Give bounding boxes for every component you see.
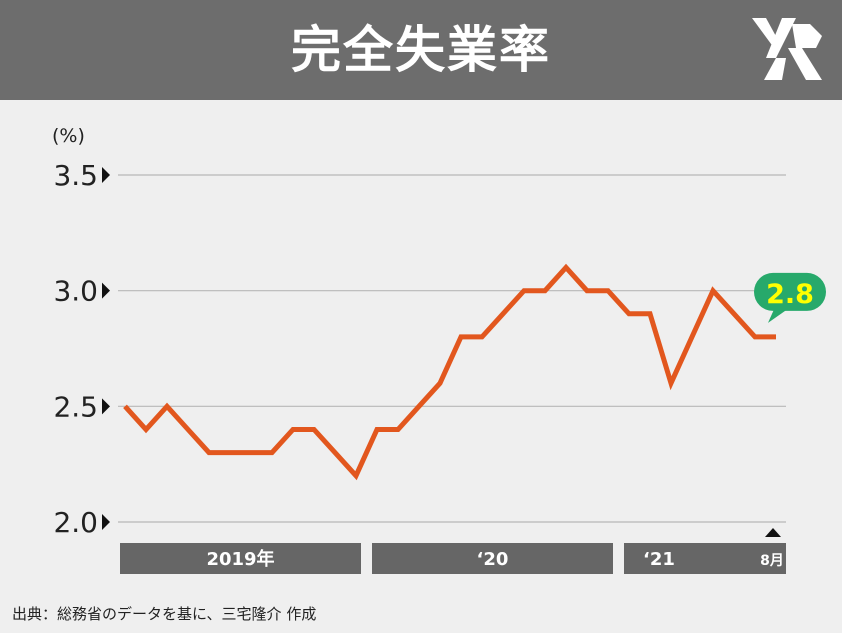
year-band xyxy=(624,543,786,574)
brand-logo xyxy=(752,18,822,80)
year-band xyxy=(120,543,361,574)
y-tick-label: 3.0 xyxy=(53,275,98,308)
y-tick-marker xyxy=(102,398,110,415)
callout-bubble xyxy=(754,272,826,311)
y-tick-label: 2.0 xyxy=(53,506,98,539)
year-band xyxy=(372,543,613,574)
source-note: 出典：総務省のデータを基に、三宅隆介 作成 xyxy=(12,605,317,623)
y-tick-label: 3.5 xyxy=(53,159,98,192)
header-bar xyxy=(0,0,842,100)
page-title: 完全失業率 xyxy=(291,21,551,79)
y-tick-label: 2.5 xyxy=(53,390,98,423)
last-month-marker xyxy=(765,528,781,537)
y-tick-marker xyxy=(102,282,110,299)
year-band-label: ‘20 xyxy=(477,549,509,570)
y-tick-marker xyxy=(102,514,110,530)
last-month-label: 8月 xyxy=(760,553,784,569)
y-tick-marker xyxy=(102,167,110,183)
callout-value: 2.8 xyxy=(766,279,814,310)
series-line xyxy=(123,263,776,481)
year-band-label: 2019年 xyxy=(206,548,274,570)
year-band-label: ‘21 xyxy=(643,549,675,570)
unemployment-rate-chart: (%) 3.5 3.0 2.5 2.0 2019年 ‘20 ‘21 8月 2.8 xyxy=(52,125,826,574)
y-unit-label: (%) xyxy=(52,125,85,147)
